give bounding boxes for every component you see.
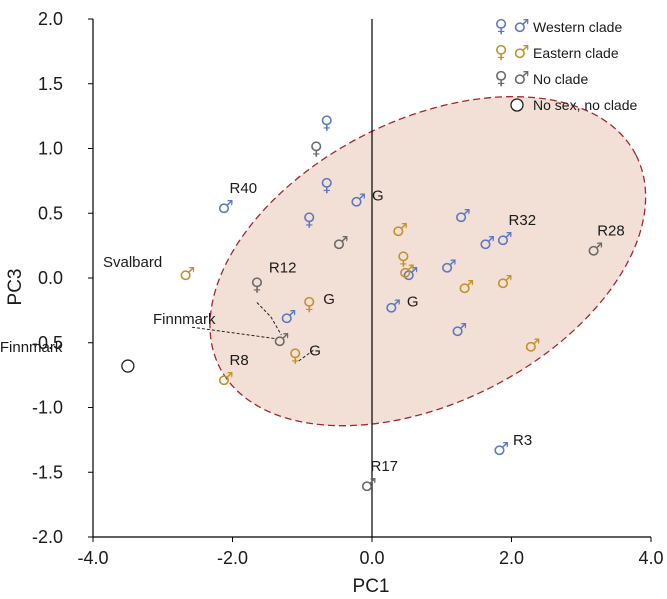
point-labels: R40 G G R32 R3 R8 G G R12 R28 R17 Finnmark — [0, 180, 625, 475]
y-tick-label: 1.0 — [38, 139, 63, 159]
y-tick-label: 0.0 — [38, 268, 63, 288]
y-tick-label: -2.0 — [32, 527, 63, 547]
point-label: R17 — [371, 458, 399, 475]
y-tick-label: -1.5 — [32, 462, 63, 482]
point-western-male: ♂ — [280, 307, 296, 328]
legend-label: No clade — [533, 71, 588, 87]
point-eastern-male: ♂ — [179, 264, 195, 285]
x-axis-title: PC1 — [353, 576, 390, 597]
point-label: G — [372, 187, 384, 204]
point-western-male: ♂ — [455, 206, 471, 227]
point-eastern-female: ♀ — [303, 294, 316, 315]
point-western-male: ♂ — [441, 256, 457, 277]
point-label: R12 — [269, 259, 297, 276]
point-noclade-female: ♀ — [310, 139, 323, 160]
point-western-male: ♂ — [493, 439, 509, 460]
legend-symbol-sexes: ♀ ♂ — [494, 68, 529, 89]
point-label: G — [407, 293, 419, 310]
x-tick-label: 2.0 — [499, 548, 524, 568]
point-label: R3 — [513, 432, 532, 449]
y-axis-title: PC3 — [5, 269, 26, 306]
legend-symbol-circle — [510, 98, 524, 112]
legend-label: Eastern clade — [533, 45, 619, 61]
y-tick-label: -0.5 — [32, 333, 63, 353]
point-western-male: ♂ — [496, 229, 512, 250]
x-tick-label: -2.0 — [217, 548, 248, 568]
point-noclade-male: ♂ — [360, 475, 376, 496]
confidence-ellipse — [209, 95, 647, 427]
point-label: R8 — [230, 352, 249, 369]
point-label: R40 — [230, 180, 258, 197]
points: ♂♀♀♀♂♂ ♂♂ ♂♂♂ ♂♂♂♂♂♀♀♂♀♂♂ ♂♂♀♂♀♂♂♂ — [121, 113, 603, 496]
leader-lines — [191, 302, 316, 362]
point-label: R32 — [509, 212, 537, 229]
point-noclade-female: ♀ — [250, 274, 263, 295]
point-noclade-male: ♂ — [333, 233, 349, 254]
y-tick-label: 2.0 — [38, 9, 63, 29]
point-western-male: ♂ — [402, 264, 418, 285]
y-tick-label: 0.5 — [38, 203, 63, 223]
point-western-male: ♂ — [479, 233, 495, 254]
legend: ♀ ♂ Western clade♀ ♂ Eastern clade♀ ♂ No cl… — [494, 16, 637, 113]
point-western-female: ♀ — [320, 113, 333, 134]
legend-symbol-sexes: ♀ ♂ — [494, 42, 529, 63]
axes: 2.0 1.5 1.0 0.5 0.0 -0.5 -1.0 -1.5 -2.0 -4.0 -2.0 0… — [32, 9, 664, 568]
point-eastern-male: ♂ — [458, 277, 474, 298]
point-eastern-male: ♂ — [392, 220, 408, 241]
legend-label: Western clade — [533, 19, 622, 35]
point-label: R28 — [597, 223, 625, 240]
point-western-male: ♂ — [451, 320, 467, 341]
x-tick-label: 4.0 — [638, 548, 663, 568]
y-tick-label: -1.0 — [32, 398, 63, 418]
x-tick-label: 0.0 — [359, 548, 384, 568]
point-label: Finnmark — [0, 339, 63, 356]
point-no-sex-no-clade — [121, 359, 135, 373]
x-tick-label: -4.0 — [77, 548, 108, 568]
annotation-finnmark: Finnmark — [153, 311, 216, 328]
point-eastern-male: ♂ — [217, 369, 233, 390]
point-western-female: ♀ — [320, 175, 333, 196]
point-noclade-male: ♂ — [273, 330, 289, 351]
point-western-male: ♂ — [350, 190, 366, 211]
point-eastern-female: ♀ — [397, 249, 410, 270]
point-eastern-female: ♀ — [289, 346, 302, 367]
leader-line-g — [298, 348, 316, 362]
legend-label: No sex, no clade — [533, 97, 637, 113]
leader-line-r12 — [256, 302, 282, 336]
point-western-male: ♂ — [217, 197, 233, 218]
y-tick-label: 1.5 — [38, 74, 63, 94]
ellipse-layer — [209, 95, 647, 427]
point-western-male: ♂ — [385, 296, 401, 317]
leader-line-finnmark — [191, 326, 278, 340]
point-eastern-male: ♂ — [496, 272, 512, 293]
point-western-female: ♀ — [303, 210, 316, 231]
point-label: G — [323, 291, 335, 308]
legend-symbol-sexes: ♀ ♂ — [494, 16, 529, 37]
point-eastern-male: ♂ — [524, 335, 540, 356]
point-label: G — [309, 343, 321, 360]
point-eastern-male: ♂ — [399, 262, 415, 283]
point-noclade-male: ♂ — [587, 240, 603, 261]
annotation-svalbard: Svalbard — [103, 254, 162, 271]
